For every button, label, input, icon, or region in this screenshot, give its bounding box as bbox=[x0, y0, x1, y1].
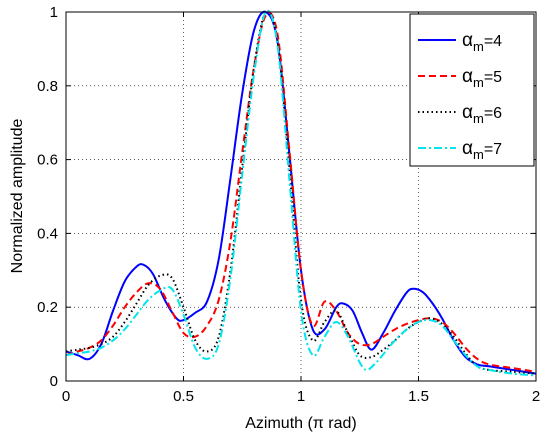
x-tick-label: 2 bbox=[532, 388, 540, 405]
x-tick-label: 1 bbox=[297, 388, 305, 405]
x-tick-label: 0.5 bbox=[173, 388, 194, 405]
legend-entry: αm=5 bbox=[462, 66, 502, 90]
legend: αm=4 αm=5 αm=6 αm=7 bbox=[409, 13, 535, 167]
y-tick-label: 1 bbox=[50, 4, 58, 21]
series-line-alpha-m-7 bbox=[65, 9, 537, 377]
y-axis-label: Normalized amplitude bbox=[9, 119, 26, 274]
axis-ticks: 0 0.5 1 1.5 2 0 0.2 0.4 0.6 0.8 1 bbox=[37, 4, 540, 405]
x-tick-label: 1.5 bbox=[408, 388, 429, 405]
legend-entry: αm=4 bbox=[462, 30, 502, 54]
grid-lines bbox=[66, 12, 536, 381]
y-tick-label: 0.4 bbox=[37, 225, 58, 242]
y-tick-label: 0.8 bbox=[37, 78, 58, 95]
y-tick-label: 0.2 bbox=[37, 299, 58, 316]
y-tick-label: 0 bbox=[50, 373, 58, 390]
series-line-alpha-m-5 bbox=[65, 12, 537, 373]
y-tick-label: 0.6 bbox=[37, 152, 58, 169]
series-lines bbox=[65, 9, 537, 377]
legend-entry: αm=6 bbox=[462, 102, 502, 126]
series-line-alpha-m-6 bbox=[65, 9, 537, 375]
legend-entry: αm=7 bbox=[462, 138, 502, 162]
x-tick-label: 0 bbox=[62, 388, 70, 405]
x-axis-label: Azimuth (π rad) bbox=[245, 415, 357, 432]
